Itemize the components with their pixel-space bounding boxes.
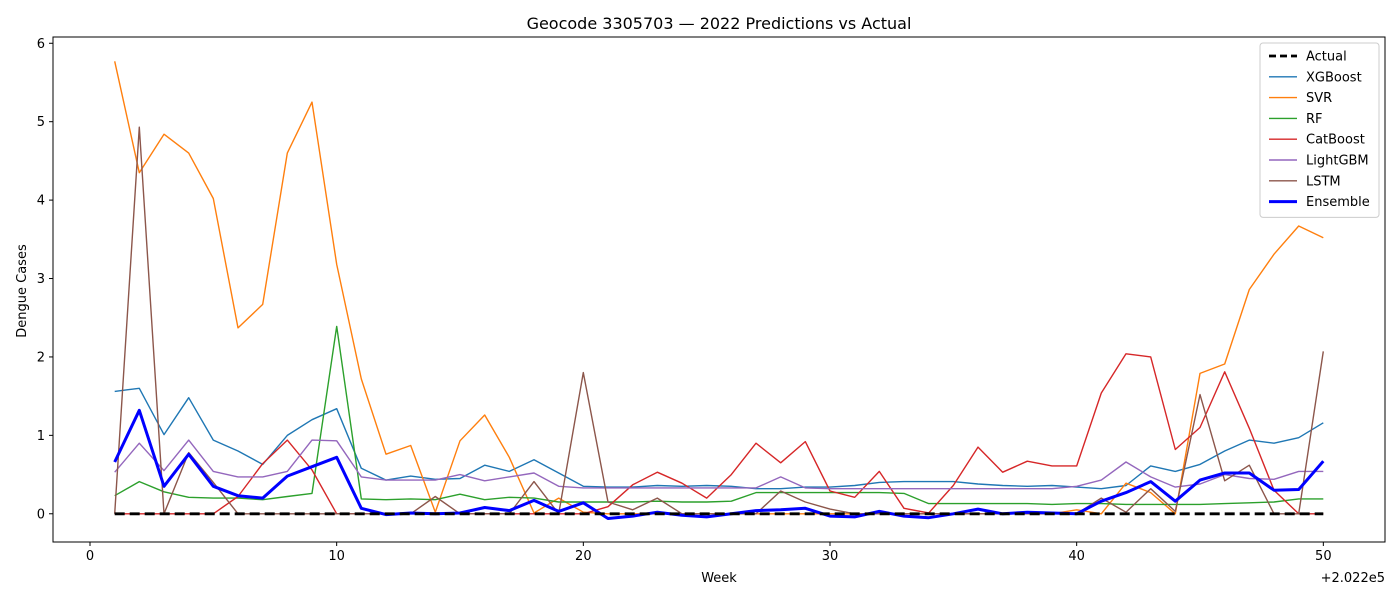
plot-frame bbox=[52, 36, 1386, 543]
legend: Actual XGBoost SVR RF CatBoost LightGBM LSTM En… bbox=[1259, 42, 1380, 218]
legend-box bbox=[1259, 42, 1380, 218]
x-tick-label: 0 bbox=[86, 549, 94, 564]
legend-label: RF bbox=[1306, 112, 1323, 127]
legend-label: XGBoost bbox=[1306, 70, 1362, 85]
legend-label: Actual bbox=[1306, 50, 1347, 65]
legend-label: SVR bbox=[1306, 91, 1332, 106]
series-line-ensemble bbox=[113, 408, 1325, 520]
chart-title: Geocode 3305703 — 2022 Predictions vs Ac… bbox=[527, 14, 912, 33]
x-axis-offset-label: +2.022e5 bbox=[1321, 571, 1385, 586]
axes: 0 10 20 30 40 50 0 1 2 3 4 5 6 bbox=[37, 37, 1332, 564]
y-tick-label: 3 bbox=[37, 272, 45, 287]
x-tick-label: 10 bbox=[328, 549, 345, 564]
legend-label: LSTM bbox=[1306, 174, 1341, 189]
y-tick-label: 6 bbox=[37, 37, 45, 52]
legend-label: CatBoost bbox=[1306, 133, 1365, 148]
x-tick-label: 40 bbox=[1068, 549, 1085, 564]
legend-label: LightGBM bbox=[1306, 154, 1369, 169]
y-axis-label: Dengue Cases bbox=[15, 244, 30, 338]
x-tick-label: 50 bbox=[1315, 549, 1332, 564]
x-tick-label: 30 bbox=[822, 549, 839, 564]
series-line-svr bbox=[114, 61, 1324, 515]
series-line-rf bbox=[114, 325, 1324, 506]
x-tick-label: 20 bbox=[575, 549, 592, 564]
y-tick-label: 5 bbox=[37, 115, 45, 130]
y-tick-label: 0 bbox=[37, 507, 45, 522]
x-axis-label: Week bbox=[701, 571, 737, 586]
y-tick-label: 2 bbox=[37, 350, 45, 365]
series-line-lstm bbox=[114, 126, 1324, 515]
y-tick-label: 1 bbox=[37, 429, 45, 444]
series-line-catboost bbox=[114, 353, 1324, 515]
y-tick-label: 4 bbox=[37, 194, 45, 209]
series-line-lightgbm bbox=[114, 439, 1324, 490]
legend-label: Ensemble bbox=[1306, 195, 1370, 210]
plot-area bbox=[113, 61, 1325, 520]
